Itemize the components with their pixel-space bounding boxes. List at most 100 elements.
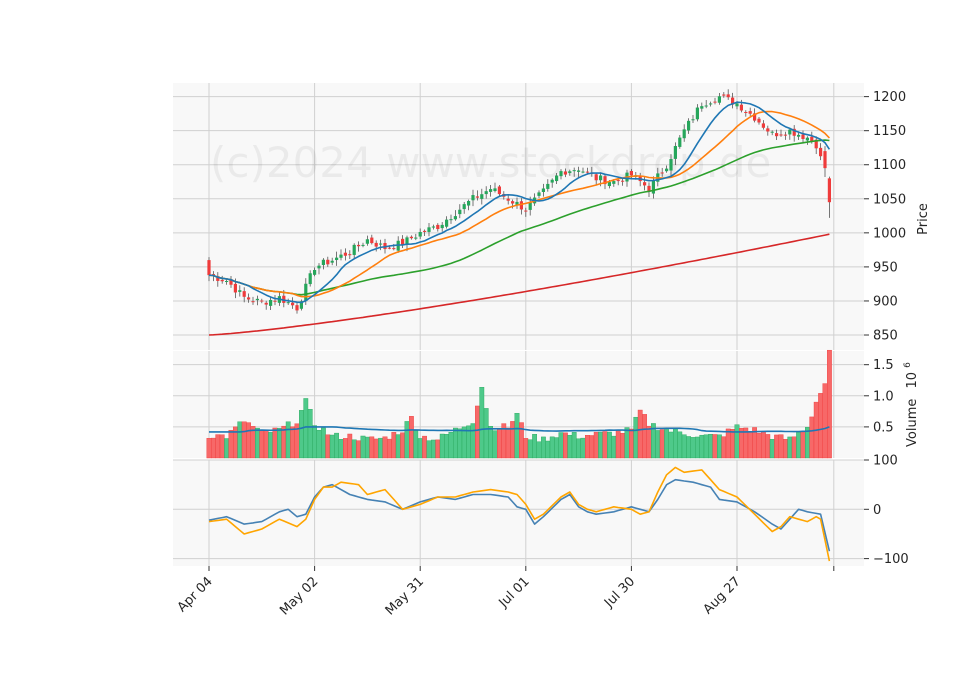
volume-bar-down	[818, 393, 824, 459]
volume-bar-up	[479, 387, 485, 459]
candle-up	[489, 189, 493, 192]
volume-bar-up	[316, 429, 322, 459]
volume-bar-down	[642, 414, 648, 459]
candle-down	[475, 196, 479, 198]
candle-down	[291, 302, 295, 306]
candle-down	[616, 180, 620, 182]
candle-down	[273, 300, 277, 302]
volume-bar-down	[629, 428, 634, 459]
volume-bar-up	[470, 423, 476, 459]
volume-bar-down	[215, 434, 221, 459]
candle-down	[563, 171, 567, 175]
volume-bar-down	[510, 421, 515, 459]
candle-down	[282, 295, 286, 303]
volume-bar-down	[712, 434, 718, 459]
oscillator-lines	[208, 466, 831, 562]
candle-up	[339, 254, 343, 258]
volume-bar-down	[523, 438, 529, 459]
candle-up	[607, 182, 611, 187]
volume-bar-up	[580, 437, 586, 459]
volume-bar-up	[514, 413, 520, 459]
candle-up	[770, 131, 774, 133]
oscillator-line-a	[208, 478, 831, 552]
volume-bar-down	[730, 428, 736, 459]
candle-up	[695, 107, 699, 120]
price-tick-label: 1100	[873, 158, 906, 173]
volume-bar-up	[695, 436, 700, 459]
volume-bar-down	[219, 434, 225, 459]
candle-down	[827, 178, 831, 203]
candle-down	[233, 283, 237, 293]
candle-up	[308, 273, 312, 285]
candle-up	[286, 302, 290, 304]
volume-bar-up	[549, 436, 555, 459]
volume-moving-average	[209, 426, 830, 433]
candle-up	[541, 188, 545, 193]
candle-up	[352, 244, 356, 255]
volume-bar-down	[210, 437, 216, 459]
volume-bar-down	[206, 438, 212, 459]
volume-bar-up	[717, 434, 722, 459]
candle-up	[440, 224, 444, 229]
volume-average-line	[209, 426, 830, 433]
candle-up	[581, 171, 585, 173]
candle-down	[726, 94, 730, 98]
candle-up	[678, 137, 682, 147]
volume-bar-down	[356, 440, 361, 459]
candle-down	[370, 237, 374, 244]
volume-bar-up	[545, 440, 551, 459]
candle-down	[207, 260, 211, 276]
volume-bar-down	[505, 427, 511, 459]
candle-up	[704, 105, 708, 107]
volume-bar-down	[400, 432, 405, 459]
candle-down	[409, 236, 413, 239]
volume-bar-down	[497, 428, 502, 459]
candle-down	[247, 297, 251, 300]
volume-bar-down	[747, 431, 753, 459]
candle-down	[603, 176, 607, 185]
candle-up	[735, 103, 739, 107]
volume-axis-label: Volume 10 6	[903, 362, 920, 447]
volume-bar-down	[290, 426, 295, 459]
candle-down	[775, 133, 779, 137]
candle-down	[348, 254, 352, 256]
candle-down	[401, 238, 405, 246]
volume-bar-up	[268, 432, 273, 459]
candle-up	[361, 244, 365, 246]
volume-bar-down	[422, 435, 427, 459]
candle-up	[797, 134, 801, 137]
candle-down	[819, 147, 823, 157]
volume-bar-down	[585, 435, 590, 459]
candle-up	[599, 175, 603, 181]
volume-bar-up	[708, 433, 714, 459]
volume-bar-up	[558, 432, 564, 459]
price-tick-label: 1200	[873, 90, 906, 105]
volume-bar-down	[263, 430, 269, 459]
volume-bar-down	[791, 436, 797, 459]
candle-up	[572, 170, 576, 172]
price-tick-label: 1000	[873, 226, 906, 241]
moving-averages	[208, 101, 831, 336]
volume-bar-up	[576, 438, 582, 459]
candle-up	[269, 299, 273, 306]
volume-bar-down	[589, 435, 595, 459]
candle-up	[299, 301, 303, 309]
volume-bars	[206, 349, 832, 459]
candle-up	[255, 298, 259, 301]
candle-down	[722, 94, 726, 96]
candle-down	[739, 104, 743, 111]
volume-bar-up	[769, 439, 775, 459]
candle-down	[761, 123, 765, 128]
volume-bar-up	[532, 434, 538, 459]
candle-down	[374, 242, 378, 247]
volume-bar-up	[351, 439, 357, 459]
volume-bar-down	[778, 434, 784, 459]
volume-bar-up	[488, 426, 493, 459]
volume-bar-up	[571, 432, 577, 459]
oscillator-line-b	[208, 466, 831, 562]
volume-bar-down	[272, 427, 278, 459]
candle-up	[365, 239, 369, 244]
price-panel-background	[173, 83, 864, 350]
volume-bar-down	[475, 405, 480, 459]
